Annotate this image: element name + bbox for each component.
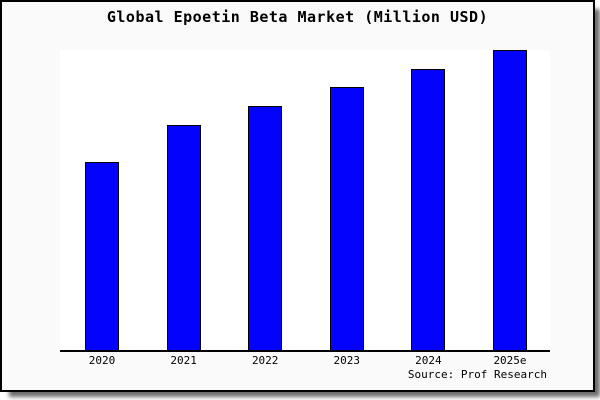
x-tick-label-2022: 2022 [251,354,279,367]
x-tick-label-2020: 2020 [88,354,116,367]
chart-frame: Global Epoetin Beta Market (Million USD)… [0,0,595,392]
bar-2025e [493,50,527,350]
bar-2022 [248,106,283,350]
chart-title: Global Epoetin Beta Market (Million USD) [106,8,489,26]
source-note: Source: Prof Research [407,368,547,381]
x-tick-label-2024: 2024 [415,354,442,367]
x-tick-label-2025e: 2025e [493,354,527,367]
bar-2023 [329,87,364,350]
bar-2020 [85,162,119,350]
bar-2021 [166,125,201,350]
plot-area [60,50,550,352]
x-tick-label-2023: 2023 [333,354,361,367]
x-axis-labels: 2020 2021 2022 2023 2024 2025e [60,354,550,370]
x-tick-label-2021: 2021 [170,354,197,367]
bar-2024 [411,69,446,350]
